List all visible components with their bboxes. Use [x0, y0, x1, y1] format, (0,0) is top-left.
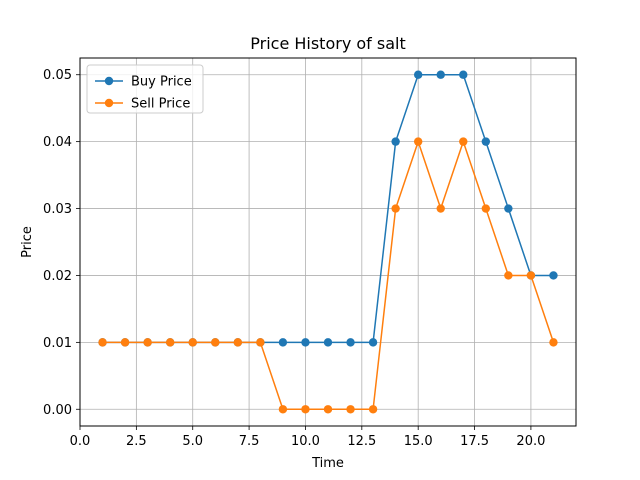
buy-price-point	[301, 338, 310, 347]
buy-price-legend-marker	[104, 76, 114, 86]
y-tick-label: 0.03	[43, 202, 72, 217]
series-layer	[98, 70, 558, 414]
sell-price-point	[459, 137, 468, 146]
chart-title: Price History of salt	[250, 34, 406, 53]
sell-price-point	[368, 405, 378, 414]
x-tick-label: 10.0	[291, 434, 320, 449]
sell-price-point	[98, 338, 107, 347]
sell-price-point	[323, 405, 333, 414]
buy-price-legend-label: Buy Price	[131, 75, 192, 90]
sell-price-point	[143, 338, 152, 347]
sell-price-point	[346, 405, 355, 414]
sell-price-point	[549, 338, 558, 347]
y-tick-label: 0.01	[43, 336, 72, 351]
x-tick-label: 2.5	[126, 434, 147, 449]
sell-price-point	[188, 338, 197, 347]
y-tick-label: 0.02	[43, 269, 72, 284]
sell-price-point	[413, 137, 423, 146]
sell-price-point	[211, 338, 220, 347]
x-tick-label: 5.0	[182, 434, 203, 449]
sell-price-point	[526, 271, 536, 280]
sell-price-legend-label: Sell Price	[131, 97, 190, 112]
x-tick-label: 15.0	[404, 434, 433, 449]
buy-price-point	[278, 338, 288, 347]
sell-price-legend-marker	[104, 98, 114, 108]
sell-price-point	[301, 405, 310, 414]
legend: Buy Price Sell Price	[86, 64, 204, 114]
buy-price-point	[549, 271, 558, 280]
plot-frame	[79, 57, 577, 427]
sell-price-point	[436, 204, 445, 213]
sell-price-point	[391, 204, 400, 213]
buy-price-point	[391, 137, 400, 146]
x-tick-label: 7.5	[239, 434, 260, 449]
x-axis-label: Time	[311, 456, 344, 471]
sell-price-point	[233, 338, 243, 347]
sell-price-point	[120, 338, 130, 347]
legend-box	[86, 64, 204, 114]
sell-price-point	[256, 338, 265, 347]
x-tick-label: 12.5	[347, 434, 376, 449]
ticks: 0.0 2.5 5.0 7.5 10.0 12.5 15.0 17.5 20.0 0.00 0.01…	[43, 68, 545, 449]
buy-price-point	[413, 70, 423, 79]
buy-price-point	[459, 70, 468, 79]
y-tick-label: 0.04	[43, 135, 72, 150]
buy-price-point	[368, 338, 378, 347]
buy-price-point	[323, 338, 333, 347]
x-tick-label: 20.0	[516, 434, 545, 449]
sell-price-point	[504, 271, 513, 280]
sell-price-point	[278, 405, 288, 414]
buy-price-point	[436, 70, 445, 79]
y-tick-label: 0.05	[43, 68, 72, 83]
y-tick-label: 0.00	[43, 403, 72, 418]
x-tick-label: 0.0	[70, 434, 91, 449]
sell-price-point	[481, 204, 491, 213]
sell-price-point	[165, 338, 175, 347]
x-tick-label: 17.5	[460, 434, 489, 449]
buy-price-point	[346, 338, 355, 347]
y-axis-label: Price	[20, 226, 35, 258]
buy-price-point	[504, 204, 513, 213]
buy-price-point	[481, 137, 491, 146]
